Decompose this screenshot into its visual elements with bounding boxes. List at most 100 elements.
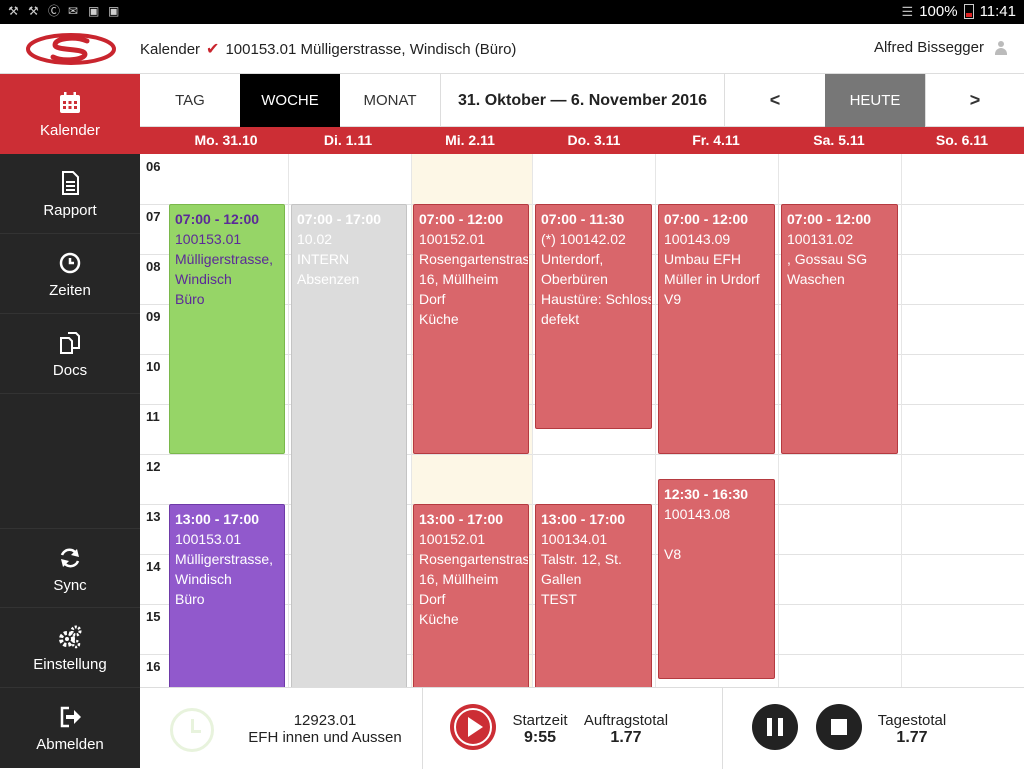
calendar-event[interactable]: 13:00 - 17:00 100134.01 Talstr. 12, St. … (535, 504, 652, 687)
order-total-label: Auftragstotal (583, 712, 669, 729)
pause-button[interactable] (752, 704, 798, 750)
calendar-event[interactable]: 07:00 - 12:00 100131.02 , Gossau SG Wasc… (781, 204, 898, 454)
event-line: Büro (175, 291, 205, 307)
event-line: Büro (175, 591, 205, 607)
day-header[interactable]: Do. 3.11 (567, 132, 621, 148)
calendar-event[interactable]: 07:00 - 12:00 100153.01 Mülligerstrasse,… (169, 204, 285, 454)
event-line: Waschen (787, 271, 845, 287)
sidebar-item-abmelden[interactable]: Abmelden (0, 688, 140, 768)
calendar-icon (60, 92, 80, 113)
event-line: V8 (664, 546, 682, 562)
event-line: Rosengartenstrasse (419, 551, 529, 567)
footer-divider (422, 688, 423, 769)
calendar-event[interactable]: 12:30 - 16:30 100143.08 V8 (658, 479, 775, 679)
sidebar-item-label: Docs (52, 362, 88, 379)
job-title: EFH innen und Aussen (248, 729, 402, 746)
day-divider (655, 154, 656, 687)
camera-icon: ▣ (88, 4, 100, 18)
sidebar-item-label: Zeiten (49, 282, 91, 299)
sidebar-item-zeiten[interactable]: Zeiten (0, 234, 140, 314)
sidebar-item-rapport[interactable]: Rapport (0, 154, 140, 234)
day-header[interactable]: Mo. 31.10 (194, 132, 258, 148)
calendar-event[interactable]: 07:00 - 12:00 100143.09 Umbau EFH Müller… (658, 204, 775, 454)
today-button[interactable]: HEUTE (825, 74, 925, 127)
day-divider (778, 154, 779, 687)
start-time-label: Startzeit (512, 712, 568, 729)
day-header[interactable]: So. 6.11 (935, 132, 989, 148)
calendar-event[interactable]: 07:00 - 17:00 10.02 INTERN Absenzen (291, 204, 407, 687)
android-status-bar: ⚒ ⚒ Ⓒ ✉ ▣ ▣ ☰ 100% 11:41 (0, 0, 1024, 24)
hour-label: 11 (146, 409, 160, 424)
start-button[interactable] (450, 704, 496, 750)
event-time: 07:00 - 12:00 (175, 211, 260, 227)
hour-label: 14 (146, 559, 161, 574)
calendar-event[interactable]: 13:00 - 17:00 100152.01 Rosengartenstras… (413, 504, 529, 687)
calendar-event[interactable]: 13:00 - 17:00 100153.01 Mülligerstrasse,… (169, 504, 285, 687)
event-time: 07:00 - 17:00 (297, 211, 382, 227)
day-divider (901, 154, 902, 687)
calendar-event[interactable]: 07:00 - 11:30 (*) 100142.02 Unterdorf, O… (535, 204, 652, 429)
wrench-icon: ⚒ (28, 4, 39, 18)
event-line: 100152.01 (419, 231, 486, 247)
day-header[interactable]: Fr. 4.11 (692, 132, 740, 148)
sidebar-item-label: Einstellung (33, 656, 107, 673)
notification-icons: ⚒ ⚒ Ⓒ ✉ ▣ ▣ (8, 3, 120, 18)
event-line: Müller in Urdorf (664, 271, 760, 287)
app-header: Kalender ✔ 100153.01 Mülligerstrasse, Wi… (0, 24, 1024, 74)
event-time: 07:00 - 12:00 (787, 211, 872, 227)
event-line: 100131.02 (787, 231, 854, 247)
week-grid[interactable]: 06 07 08 09 10 11 12 13 14 15 16 07:00 -… (140, 154, 1024, 687)
clock-icon (170, 708, 214, 752)
sidebar-item-kalender[interactable]: Kalender (0, 74, 140, 154)
sidebar-item-docs[interactable]: Docs (0, 314, 140, 394)
next-button[interactable]: > (925, 74, 1024, 127)
user-icon (994, 40, 1008, 55)
event-line: Absenzen (297, 271, 360, 287)
date-range: 31. Oktober — 6. November 2016 (440, 74, 725, 127)
hour-label: 06 (146, 159, 161, 174)
event-line: 100143.09 (664, 231, 731, 247)
hour-label: 10 (146, 359, 161, 374)
check-icon: ✔ (206, 41, 220, 58)
tab-day[interactable]: TAG (175, 92, 205, 109)
day-header[interactable]: Di. 1.11 (323, 132, 373, 148)
tab-week[interactable]: WOCHE (240, 74, 340, 127)
app-logo (26, 33, 116, 65)
hour-label: 09 (146, 309, 161, 324)
event-line: 16, Müllheim (419, 571, 499, 587)
event-line: Umbau EFH (664, 251, 742, 267)
wrench-icon: ⚒ (8, 4, 19, 18)
event-line: Küche (419, 311, 459, 327)
user-info[interactable]: Alfred Bissegger (874, 39, 1008, 56)
mail-icon: ✉ (68, 4, 79, 18)
current-job: 12923.01 EFH innen und Aussen (236, 712, 414, 746)
day-header[interactable]: Mi. 2.11 (445, 132, 495, 148)
bag-icon: ▣ (108, 4, 120, 18)
event-line: (*) 100142.02 (541, 231, 626, 247)
document-icon (62, 171, 79, 195)
day-divider (288, 154, 289, 687)
sidebar-item-einstellung[interactable]: Einstellung (0, 608, 140, 688)
event-line (664, 524, 769, 544)
calendar-event[interactable]: 07:00 - 12:00 100152.01 Rosengartenstras… (413, 204, 529, 454)
order-total-value: 1.77 (610, 729, 642, 746)
sidebar-item-label: Kalender (39, 122, 101, 139)
prev-button[interactable]: < (769, 90, 781, 110)
clock: 11:41 (979, 3, 1016, 20)
sidebar-item-sync[interactable]: Sync (0, 528, 140, 608)
event-line: defekt (541, 311, 580, 327)
sidebar-item-label: Sync (53, 577, 87, 594)
day-header[interactable]: Sa. 5.11 (813, 132, 865, 148)
hour-label: 12 (146, 459, 161, 474)
hour-label: 16 (146, 659, 161, 674)
tab-month[interactable]: MONAT (363, 92, 417, 109)
event-line: TEST (541, 591, 577, 607)
stop-button[interactable] (816, 704, 862, 750)
event-line: Oberbüren (541, 271, 608, 287)
breadcrumb: Kalender ✔ 100153.01 Mülligerstrasse, Wi… (140, 39, 516, 59)
day-total-value: 1.77 (896, 729, 928, 746)
hour-line (140, 454, 1024, 455)
breadcrumb-section[interactable]: Kalender (140, 40, 201, 58)
day-divider (532, 154, 533, 687)
event-line: Unterdorf, (541, 251, 604, 267)
